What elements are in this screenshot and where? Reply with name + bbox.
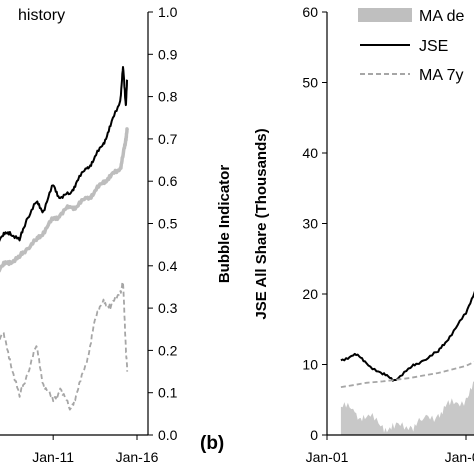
panel-a-series-solid-light bbox=[0, 127, 129, 273]
panel-a-x-ticks: Jan-11 Jan-16 bbox=[32, 435, 159, 465]
panel-a-series bbox=[0, 66, 129, 411]
panel-b-series-jse bbox=[340, 290, 474, 382]
panel-b-y-tick-label: 50 bbox=[302, 75, 318, 91]
panel-b-y-ticks: 0 10 20 30 40 50 60 bbox=[302, 4, 327, 443]
panel-a-y-axis-title: Bubble Indicator bbox=[216, 165, 233, 284]
panel-b-label: (b) bbox=[200, 433, 224, 454]
panel-a-y-tick-label: 0.5 bbox=[158, 216, 178, 232]
panel-a-x-tick-label: Jan-11 bbox=[32, 449, 74, 465]
panel-a-y-tick-label: 0.3 bbox=[158, 300, 178, 316]
panel-b-y-tick-label: 10 bbox=[302, 357, 318, 373]
panel-a-title: history bbox=[18, 7, 65, 24]
panel-a-y-tick-label: 0.9 bbox=[158, 46, 178, 62]
panel-a: history 0.0 0.1 0.2 0.3 0.4 0.5 0.6 0.7 0.8 0.9 1.… bbox=[0, 4, 233, 465]
legend-label-ma-7y: MA 7y bbox=[419, 67, 463, 84]
legend-label-ma-de: MA de bbox=[419, 8, 464, 25]
panel-b-x-ticks: Jan-01 Jan-06 bbox=[306, 435, 474, 465]
panel-b-series bbox=[340, 290, 474, 435]
panel-a-y-tick-label: 0.6 bbox=[158, 173, 178, 189]
panel-b-series-ma-de bbox=[340, 381, 474, 435]
legend-label-jse: JSE bbox=[419, 38, 448, 55]
panel-a-y-ticks: 0.0 0.1 0.2 0.3 0.4 0.5 0.6 0.7 0.8 0.9 1.0 bbox=[148, 4, 178, 443]
panel-b-x-tick-label: Jan-06 bbox=[445, 449, 474, 465]
panel-a-y-tick-label: 0.0 bbox=[158, 427, 178, 443]
panel-b-series-ma-7y bbox=[340, 361, 474, 388]
panel-a-y-tick-label: 0.2 bbox=[158, 342, 178, 358]
panel-b-legend: MA de JSE MA 7y bbox=[358, 8, 464, 84]
panel-a-y-tick-label: 0.8 bbox=[158, 89, 178, 105]
panel-a-y-tick-label: 1.0 bbox=[158, 4, 178, 20]
panel-a-series-dashed bbox=[0, 281, 129, 411]
panel-b-y-tick-label: 0 bbox=[310, 427, 318, 443]
panel-b-y-tick-label: 40 bbox=[302, 145, 318, 161]
panel-a-y-tick-label: 0.4 bbox=[158, 258, 178, 274]
panel-b-x-tick-label: Jan-01 bbox=[306, 449, 349, 465]
panel-b-y-tick-label: 60 bbox=[302, 4, 318, 20]
panel-b-y-tick-label: 20 bbox=[302, 286, 318, 302]
legend-swatch-ma-de bbox=[358, 8, 412, 22]
panel-b-y-tick-label: 30 bbox=[302, 216, 318, 232]
panel-a-series-solid-black bbox=[0, 66, 129, 242]
panel-a-y-tick-label: 0.1 bbox=[158, 385, 178, 401]
panel-b: 0 10 20 30 40 50 60 Jan-01 Jan-06 JSE All Share… bbox=[200, 4, 474, 465]
panel-b-y-axis-title: JSE All Share (Thousands) bbox=[253, 128, 270, 319]
panel-a-y-tick-label: 0.7 bbox=[158, 131, 178, 147]
panel-a-x-tick-label: Jan-16 bbox=[116, 449, 159, 465]
